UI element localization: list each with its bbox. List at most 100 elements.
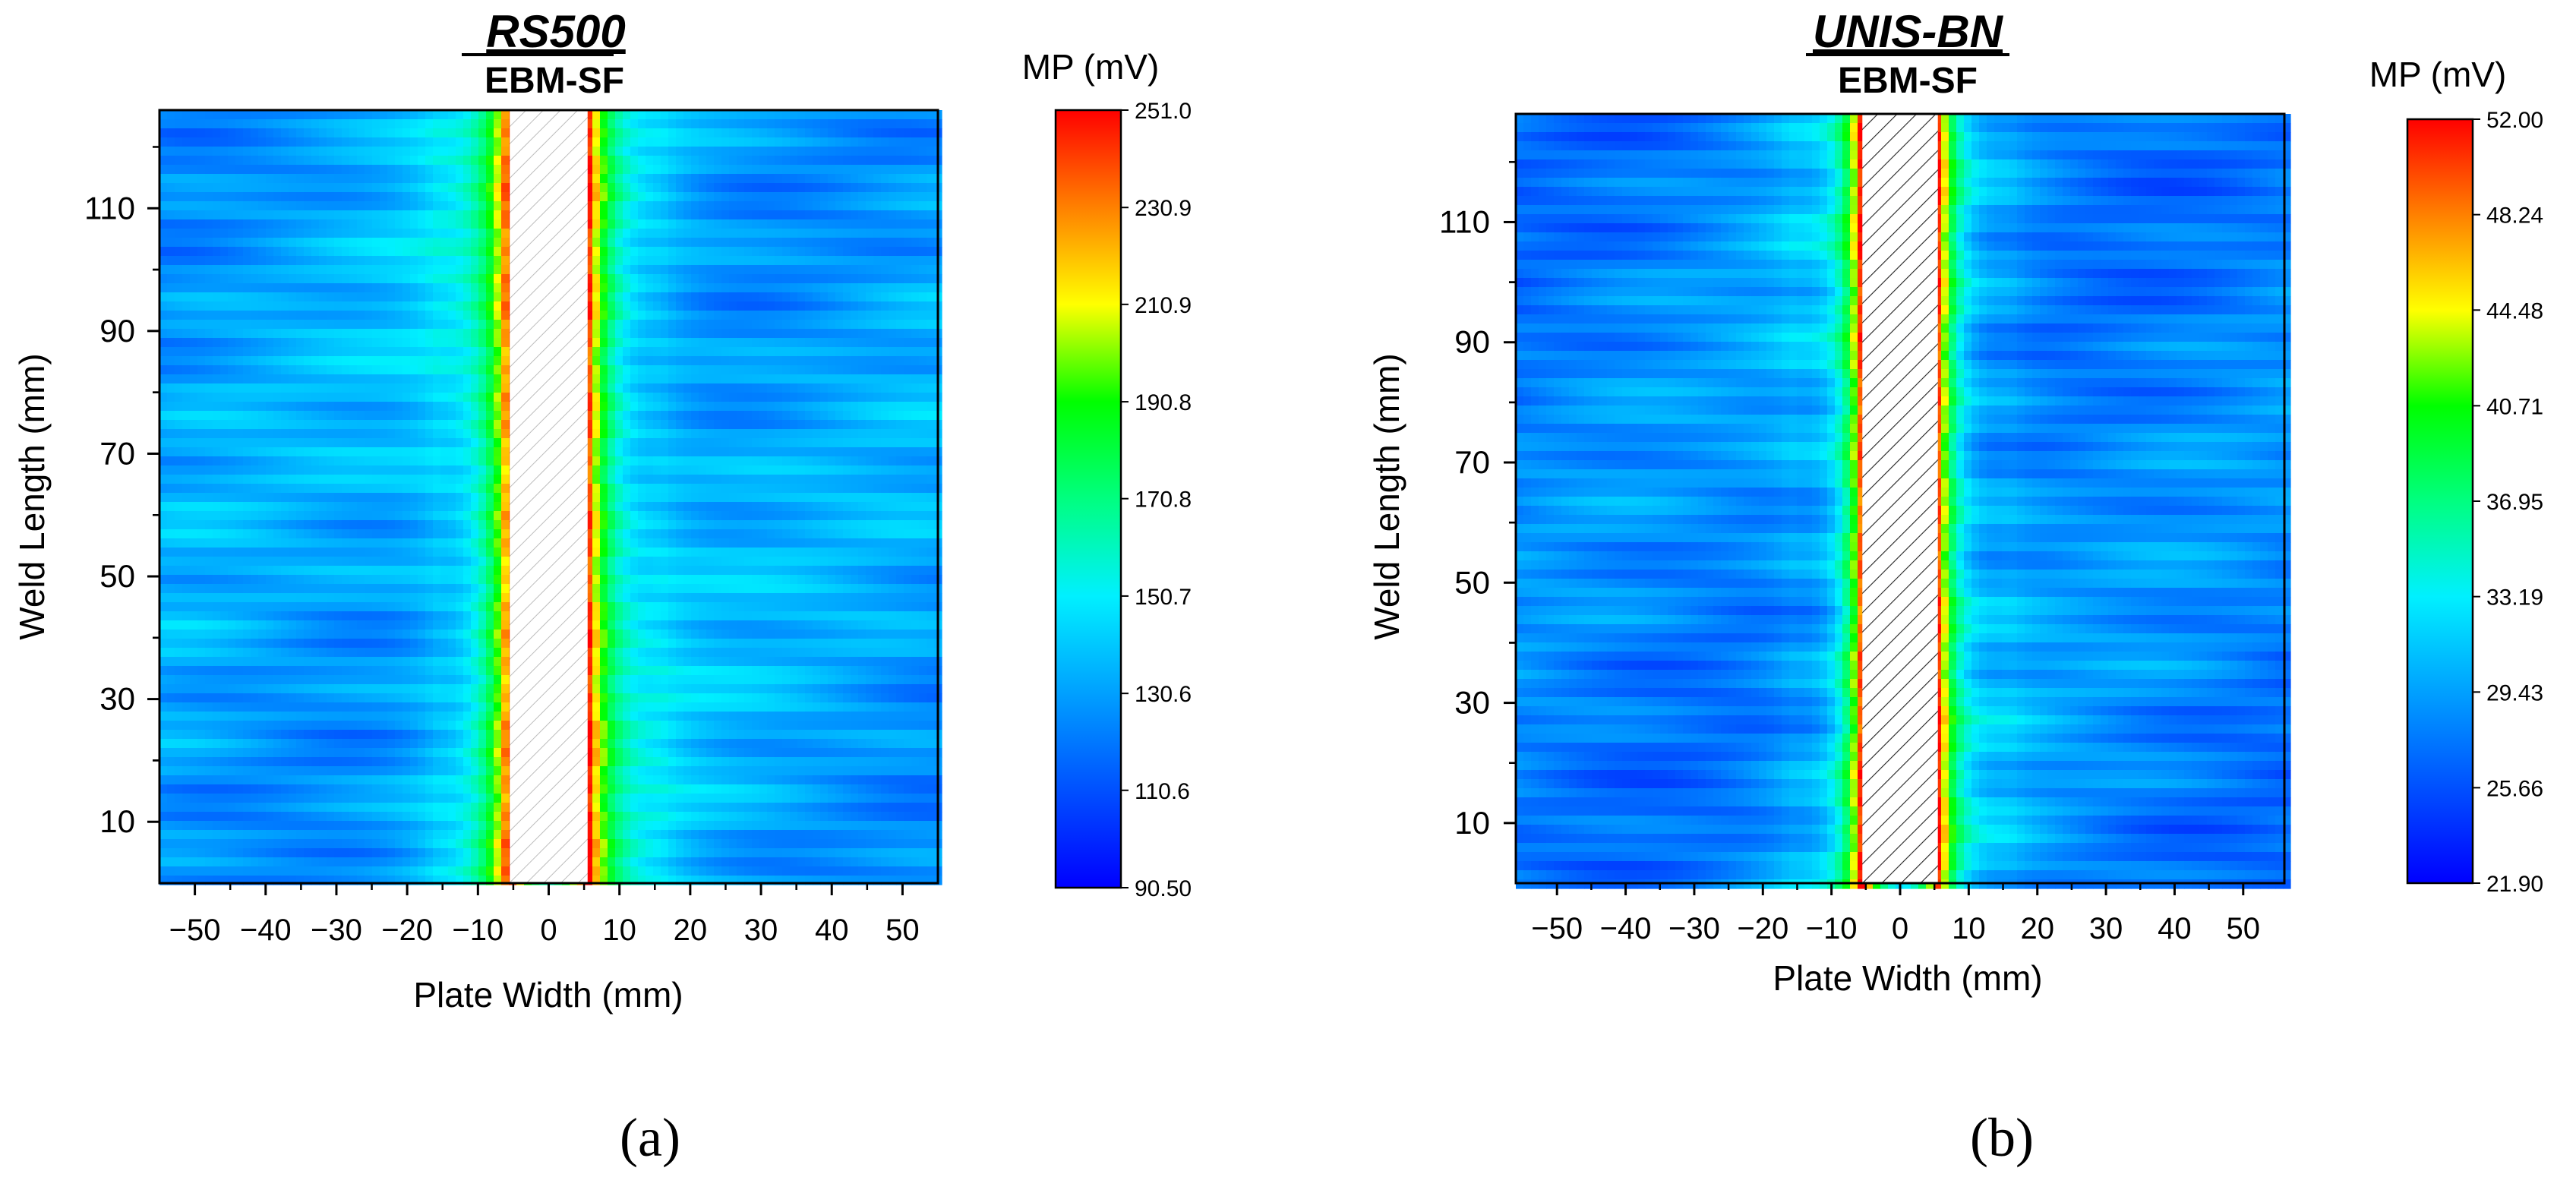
heat-cell <box>752 119 760 129</box>
heat-cell <box>873 456 882 466</box>
heat-cell <box>486 493 494 503</box>
heat-cell <box>911 411 920 421</box>
heat-cell <box>706 256 715 266</box>
heat-cell <box>608 484 616 494</box>
heat-cell <box>767 329 775 339</box>
heat-cell <box>638 137 646 147</box>
heat-cell <box>638 174 646 184</box>
heat-cell <box>418 137 426 147</box>
heat-cell <box>243 402 251 412</box>
heat-cell <box>820 201 829 211</box>
heat-cell <box>478 119 487 129</box>
heat-cell <box>767 247 775 257</box>
heat-cell <box>927 301 935 311</box>
heat-cell <box>729 393 737 402</box>
heat-cell <box>349 429 358 439</box>
heat-cell <box>630 201 639 211</box>
heat-cell <box>304 147 312 156</box>
heat-cell <box>820 119 829 129</box>
heat-cell <box>197 301 206 311</box>
heat-cell <box>494 119 502 129</box>
heat-cell <box>744 411 753 421</box>
heat-cell <box>630 411 639 421</box>
heat-cell <box>281 183 289 193</box>
heat-cell <box>858 447 867 457</box>
heat-cell <box>706 475 715 484</box>
heat-cell <box>494 365 502 375</box>
heat-cell <box>220 538 229 548</box>
heat-cell <box>243 201 251 211</box>
heat-cell <box>919 292 927 302</box>
heat-cell <box>600 383 608 393</box>
heat-cell <box>311 338 320 348</box>
heat-cell <box>744 174 753 184</box>
heat-cell <box>289 274 297 284</box>
heat-cell <box>159 274 168 284</box>
heat-cell <box>243 338 251 348</box>
heat-cell <box>866 465 874 475</box>
heat-cell <box>797 219 806 229</box>
heat-cell <box>813 511 821 521</box>
heat-cell <box>182 292 191 302</box>
heat-cell <box>395 356 403 366</box>
heat-cell <box>843 229 851 238</box>
heat-cell <box>501 365 510 375</box>
heat-cell <box>440 311 449 320</box>
heat-cell <box>661 493 669 503</box>
heat-cell <box>813 274 821 284</box>
heat-cell <box>494 356 502 366</box>
heat-cell <box>646 229 654 238</box>
heat-cell <box>919 338 927 348</box>
heat-cell <box>600 283 608 293</box>
heat-cell <box>243 420 251 430</box>
heat-cell <box>881 210 889 220</box>
heat-cell <box>585 201 593 211</box>
heat-cell <box>456 402 464 412</box>
heat-cell <box>471 329 479 339</box>
heat-cell <box>501 274 510 284</box>
heat-cell <box>843 383 851 393</box>
heat-cell <box>904 183 912 193</box>
heat-cell <box>691 475 699 484</box>
heat-cell <box>835 210 844 220</box>
heat-cell <box>486 247 494 257</box>
heat-cell <box>258 147 267 156</box>
heat-cell <box>213 128 221 138</box>
heat-cell <box>911 283 920 293</box>
heat-cell <box>691 383 699 393</box>
heat-cell <box>319 110 327 120</box>
heat-cell <box>486 301 494 311</box>
heat-cell <box>410 329 418 339</box>
heat-cell <box>608 320 616 330</box>
heat-cell <box>334 338 343 348</box>
heat-cell <box>349 465 358 475</box>
heat-cell <box>334 365 343 375</box>
heat-cell <box>699 484 707 494</box>
heat-cell <box>630 292 639 302</box>
heat-cell <box>767 429 775 439</box>
heat-cell <box>410 119 418 129</box>
heat-cell <box>251 465 259 475</box>
heat-cell <box>281 365 289 375</box>
heat-cell <box>873 301 882 311</box>
heat-cell <box>471 402 479 412</box>
heat-cell <box>729 438 737 448</box>
heat-cell <box>927 201 935 211</box>
heat-cell <box>927 210 935 220</box>
heat-cell <box>402 156 411 166</box>
heat-cell <box>190 511 198 521</box>
heat-cell <box>676 183 684 193</box>
heat-cell <box>387 538 396 548</box>
heat-cell <box>782 402 791 412</box>
heat-cell <box>706 338 715 348</box>
heat-cell <box>213 238 221 248</box>
heat-cell <box>889 274 897 284</box>
heat-cell <box>744 402 753 412</box>
heat-cell <box>600 374 608 384</box>
heat-cell <box>911 137 920 147</box>
heat-cell <box>235 511 244 521</box>
heat-cell <box>919 411 927 421</box>
heat-cell <box>889 429 897 439</box>
heat-cell <box>182 347 191 357</box>
